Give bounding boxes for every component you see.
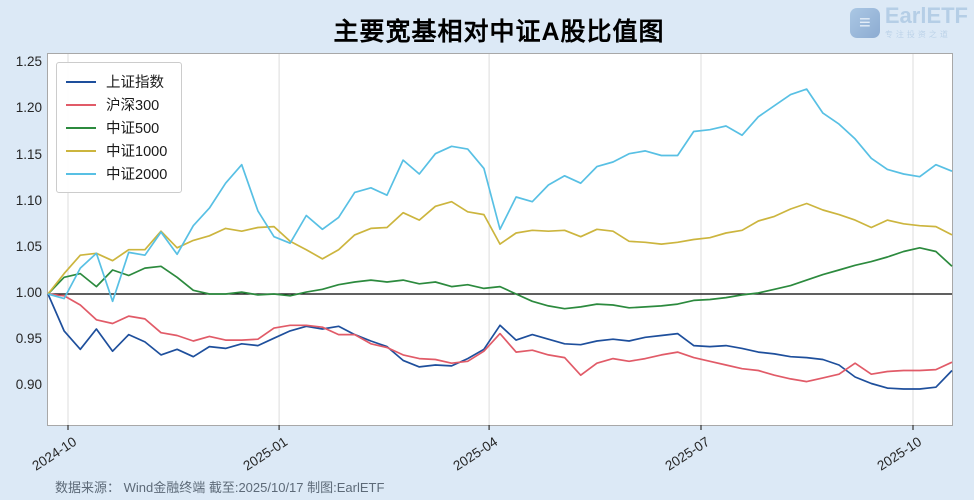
legend-swatch-csi-1000 <box>66 149 96 152</box>
series-line-csi-300 <box>47 293 953 383</box>
y-tick-label-1.10: 1.10 <box>15 192 42 208</box>
earletf-logo: ≡ EarlETF 专注投资之道 <box>849 5 968 40</box>
y-tick-label-1.20: 1.20 <box>15 100 42 116</box>
x-axis-labels: 2024-10 2025-01 2025-04 2025-07 2025-10 <box>29 424 951 484</box>
logo-glyph: ≡ <box>859 11 871 34</box>
x-tick-label-2024-10: 2024-10 <box>29 434 80 474</box>
page-title: 主要宽基相对中证A股比值图 <box>333 18 665 46</box>
earletf-tagline: 专注投资之道 <box>884 30 951 39</box>
legend-item-csi-1000: 中证1000 <box>66 139 167 162</box>
legend: 上证指数沪深300 中证500 中证1000 中证2000 <box>56 62 183 193</box>
earletf-brand-text: EarlETF <box>884 3 968 28</box>
y-tick-label-1.25: 1.25 <box>15 54 42 70</box>
legend-label-csi-2000: 中证2000 <box>106 167 168 183</box>
series-line-csi-500 <box>47 246 953 310</box>
y-tick-label-0.95: 0.95 <box>15 331 42 347</box>
chart-canvas <box>47 54 953 430</box>
x-tick-label-2025-07: 2025-07 <box>662 434 713 474</box>
earletf-logo-icon: ≡ <box>849 7 880 38</box>
legend-label-csi-300: 沪深300 <box>106 98 160 114</box>
legend-swatch-csi-2000 <box>66 172 96 175</box>
x-tick-label-2025-10: 2025-10 <box>874 434 925 474</box>
data-source-note: 数据来源： Wind金融终端 截至:2025/10/17 制图:EarlETF <box>55 480 385 495</box>
series-line-csi-2000 <box>47 88 953 303</box>
y-tick-label-0.90: 0.90 <box>15 377 42 393</box>
legend-swatch-csi-500 <box>66 126 96 129</box>
series-line-csi-1000 <box>47 200 953 295</box>
y-tick-label-1.15: 1.15 <box>15 146 42 162</box>
earletf-logo-text: EarlETF 专注投资之道 <box>885 5 968 40</box>
series-line-sse-index <box>47 293 953 390</box>
legend-label-csi-500: 中证500 <box>106 121 160 137</box>
legend-label-csi-1000: 中证1000 <box>106 144 168 160</box>
legend-label-sse-index: 上证指数 <box>106 75 164 91</box>
legend-item-sse-index: 上证指数 <box>66 70 167 93</box>
x-tick-label-2025-01: 2025-01 <box>240 434 291 474</box>
x-tick-label-2025-04: 2025-04 <box>450 434 501 474</box>
legend-item-csi-300: 沪深300 <box>66 93 167 116</box>
y-axis-labels: 1.25 1.20 1.15 1.10 1.05 1.00 0.95 0.90 <box>0 53 42 424</box>
legend-swatch-sse-index <box>66 80 96 83</box>
y-tick-label-1.05: 1.05 <box>15 238 42 254</box>
legend-item-csi-500: 中证500 <box>66 116 167 139</box>
legend-swatch-csi-300 <box>66 103 96 106</box>
legend-item-csi-2000: 中证2000 <box>66 162 167 185</box>
y-tick-label-1.00: 1.00 <box>15 285 42 300</box>
plot-area: 上证指数沪深300 中证500 中证1000 中证2000 <box>47 53 953 430</box>
